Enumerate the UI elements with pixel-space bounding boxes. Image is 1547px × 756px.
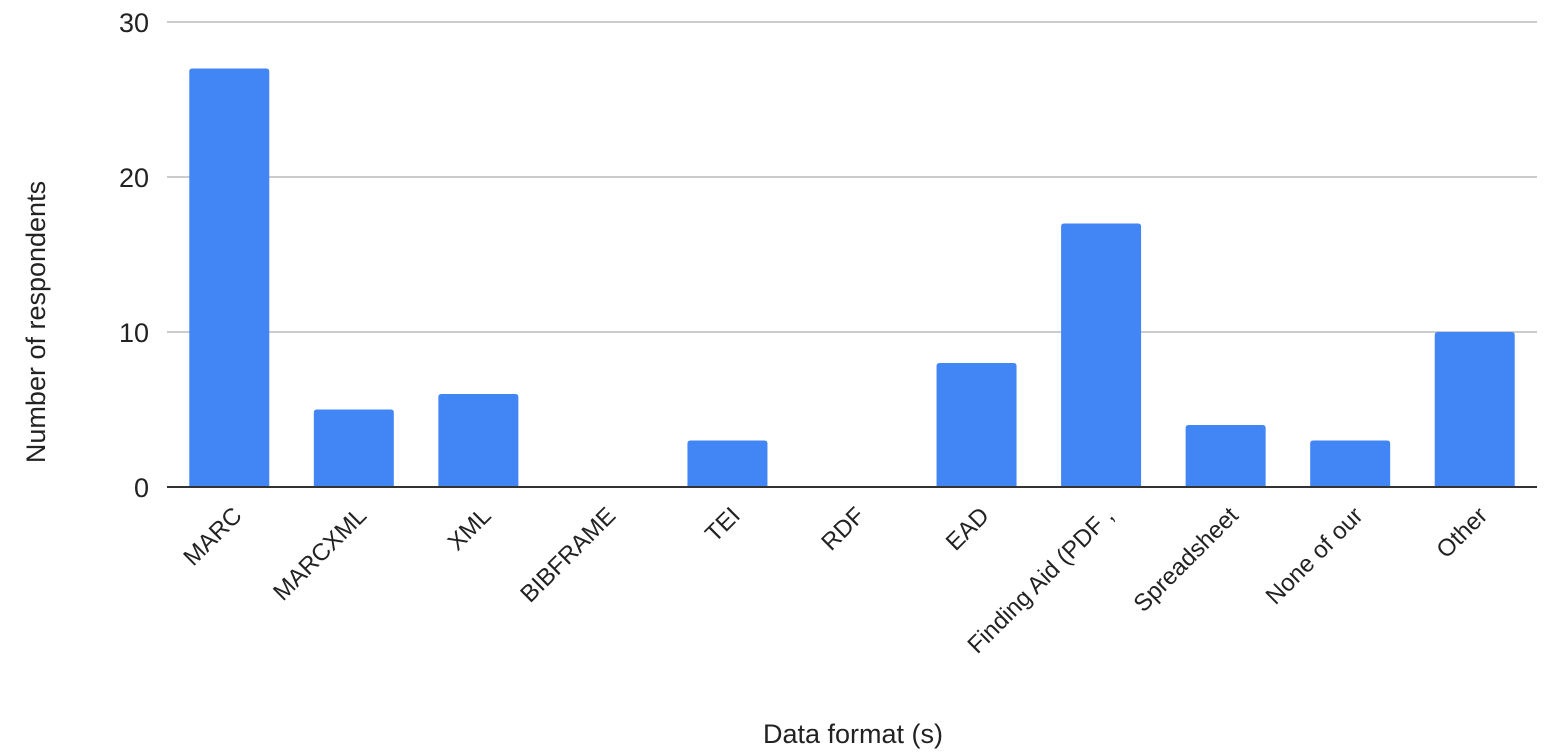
x-tick-label: EAD xyxy=(941,502,995,556)
bar xyxy=(1061,223,1142,487)
grid-lines xyxy=(167,21,1537,333)
bar xyxy=(313,409,394,487)
bar xyxy=(687,440,768,487)
bar xyxy=(1185,425,1266,487)
y-tick-label: 30 xyxy=(119,8,149,38)
bar xyxy=(936,363,1017,487)
y-axis-label: Number of respondents xyxy=(21,181,51,463)
bar xyxy=(1434,332,1515,487)
x-tick-label: Spreadsheet xyxy=(1129,502,1245,618)
x-tick-label: MARC xyxy=(178,502,247,571)
bar xyxy=(189,68,270,487)
bar xyxy=(1310,440,1391,487)
x-tick-label: MARCXML xyxy=(268,502,372,606)
x-tick-label: RDF xyxy=(816,502,870,556)
x-tick-label: Other xyxy=(1431,502,1493,564)
x-axis-label: Data format (s) xyxy=(763,719,943,749)
x-tick-label: BIBFRAME xyxy=(515,502,621,608)
y-tick-label: 20 xyxy=(119,163,149,193)
bars xyxy=(189,68,1515,487)
x-tick-label: TEI xyxy=(700,502,745,547)
y-tick-label: 0 xyxy=(134,473,149,503)
x-tick-label: None of our xyxy=(1261,502,1369,610)
y-tick-labels: 0 10 20 30 xyxy=(119,8,149,503)
y-tick-label: 10 xyxy=(119,318,149,348)
bar xyxy=(438,394,519,487)
x-tick-label: XML xyxy=(443,502,497,556)
